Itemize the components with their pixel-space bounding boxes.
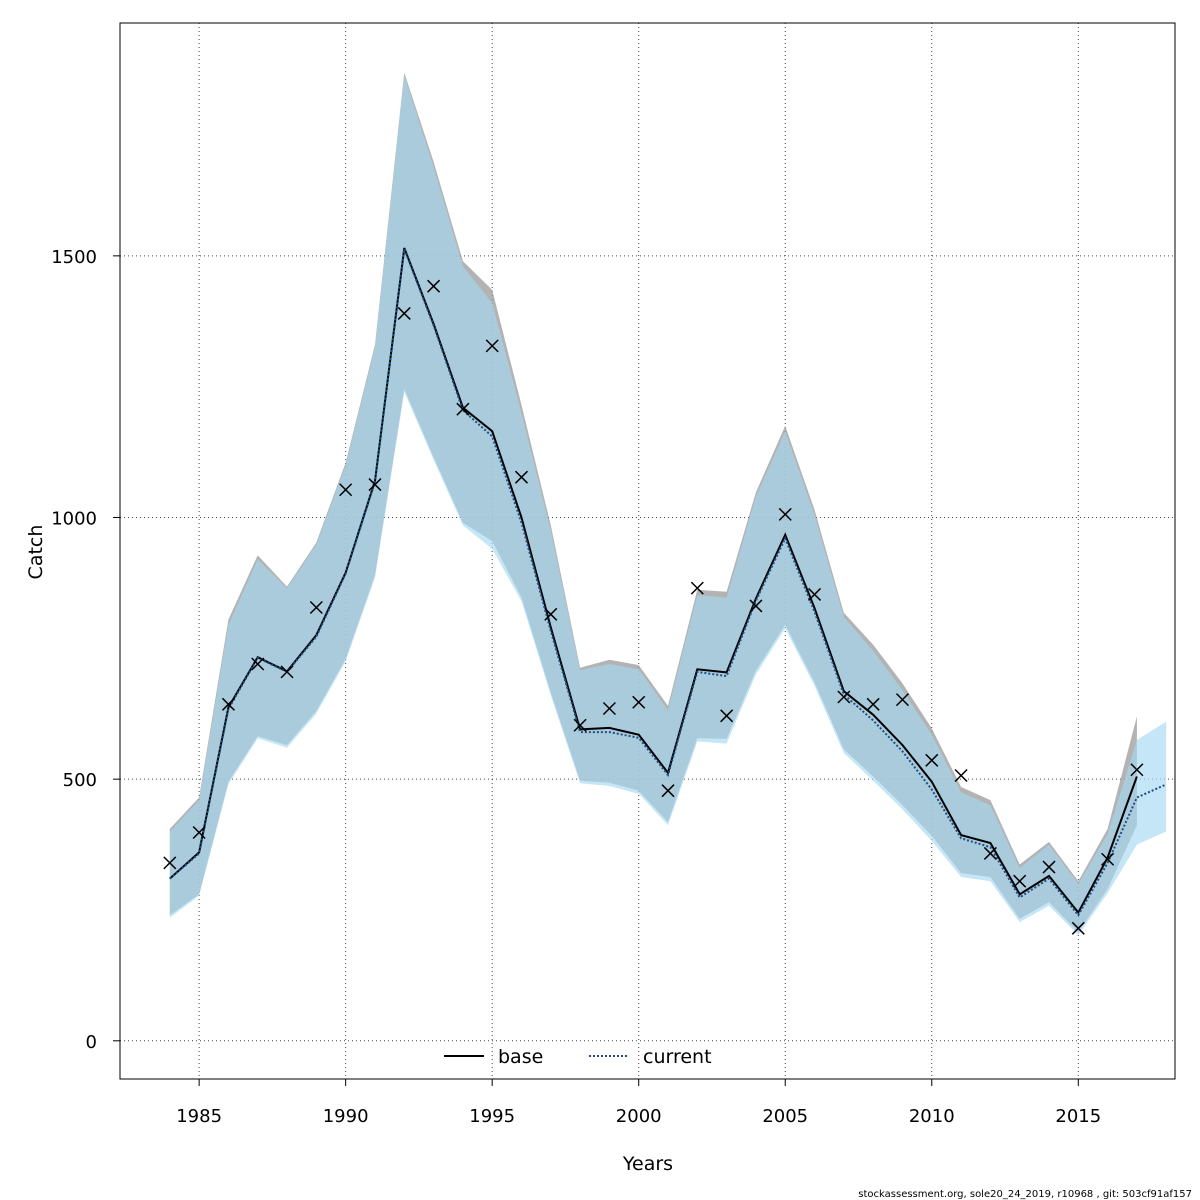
x-tick-label: 1990 — [323, 1106, 369, 1127]
observed-point — [1101, 852, 1115, 866]
observed-point — [456, 402, 470, 416]
y-axis: 0 500 1000 1500 — [51, 247, 120, 1053]
observed-point — [514, 470, 529, 484]
confidence-bands — [169, 72, 1167, 936]
legend-base-label: base — [498, 1046, 543, 1068]
x-tick-label: 1995 — [469, 1106, 515, 1127]
observed-point — [280, 665, 294, 679]
series-lines — [169, 247, 1167, 917]
plot-frame — [119, 22, 1176, 1080]
observed-point — [749, 599, 763, 613]
observed-point — [983, 846, 997, 860]
observed-point — [602, 701, 616, 716]
x-axis-title: Years — [622, 1153, 673, 1175]
observed-point — [485, 339, 499, 353]
observed-point — [427, 279, 441, 293]
observed-point — [1013, 874, 1027, 888]
observed-point — [544, 607, 558, 621]
y-tick-label: 500 — [63, 770, 97, 791]
observed-point — [397, 306, 411, 320]
observed-point — [368, 478, 382, 492]
x-tick-label: 2010 — [909, 1106, 955, 1127]
observed-point — [837, 690, 851, 704]
observed-point — [221, 697, 235, 711]
observed-point — [778, 507, 792, 521]
footer-note: stockassessment.org, sole20_24_2019, r10… — [858, 1189, 1192, 1200]
observed-points — [163, 279, 1144, 935]
observed-point — [720, 709, 734, 723]
x-axis: 1985 1990 1995 2000 2005 2010 2015 — [176, 1079, 1101, 1127]
observed-point — [661, 784, 675, 798]
observed-point — [1130, 763, 1144, 777]
observed-point — [866, 697, 880, 711]
y-axis-title: Catch — [25, 525, 47, 580]
base-line — [169, 247, 1138, 915]
observed-point — [339, 483, 353, 497]
y-tick-label: 0 — [86, 1032, 97, 1053]
observed-point — [808, 587, 822, 601]
observed-point — [1071, 921, 1085, 935]
current-confidence-band — [169, 75, 1167, 936]
legend: base current — [444, 1046, 712, 1068]
legend-current-label: current — [643, 1046, 712, 1068]
x-tick-label: 2005 — [762, 1106, 808, 1127]
observed-point — [632, 695, 646, 709]
observed-point — [251, 657, 265, 671]
observed-point — [925, 753, 939, 767]
observed-point — [895, 693, 909, 707]
current-line — [169, 248, 1167, 917]
observed-point — [192, 825, 206, 840]
y-tick-label: 1500 — [51, 247, 97, 268]
x-tick-label: 1985 — [176, 1106, 222, 1127]
x-tick-label: 2000 — [616, 1106, 662, 1127]
observed-point — [573, 718, 587, 732]
y-tick-label: 1000 — [51, 509, 97, 530]
observed-point — [1042, 860, 1056, 874]
observed-point — [954, 768, 968, 783]
observed-point — [163, 856, 177, 870]
observed-point — [309, 600, 323, 615]
x-tick-label: 2015 — [1055, 1106, 1101, 1127]
observed-point — [690, 581, 704, 595]
